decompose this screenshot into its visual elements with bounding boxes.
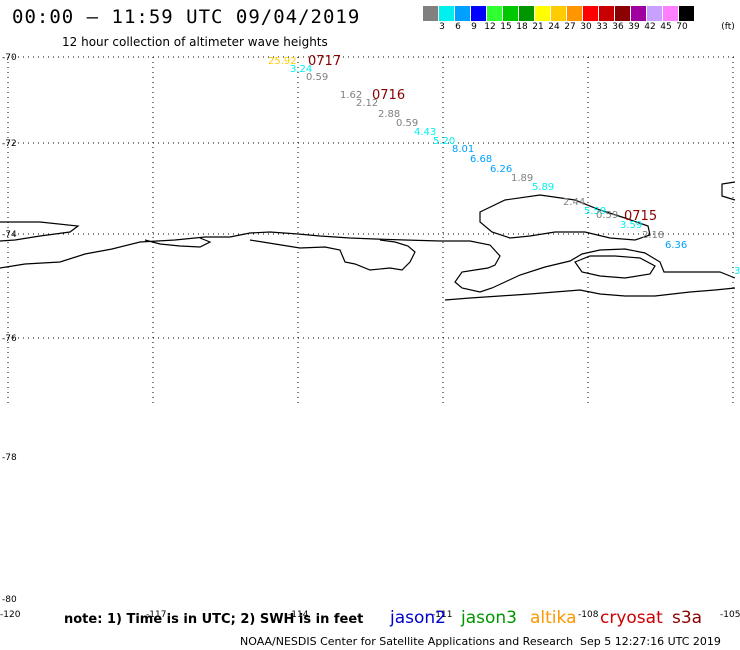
island-south [444,287,736,301]
wave-height-value: 6.68 [470,154,492,165]
wave-height-value: 5.59 [584,206,606,217]
legend-swatch [503,6,519,21]
legend-label: 21 [532,22,544,32]
latitude-label: -78 [2,453,17,463]
legend-swatch [567,6,583,21]
legend-label: 39 [628,22,640,32]
wave-height-value: 0.59 [596,210,618,221]
legend-label: 27 [564,22,576,32]
longitude-label: -108 [578,610,599,620]
legend-unit: (ft) [721,22,735,32]
footnote: note: 1) Time is in UTC; 2) SWH is in fe… [64,612,364,627]
longitude-label: -114 [288,610,309,620]
longitude-label: -111 [432,610,452,620]
color-legend [423,6,695,21]
legend-swatch [471,6,487,21]
legend-swatch [551,6,567,21]
wave-height-value: 0.59 [306,72,328,83]
wave-height-value: 6.36 [665,240,687,251]
legend-label: 18 [516,22,528,32]
satellite-name: jason3 [461,608,517,628]
legend-swatch [535,6,551,21]
legend-label: 70 [676,22,688,32]
legend-label: 30 [580,22,592,32]
wave-height-value: 3 [734,266,740,277]
legend-label: 42 [644,22,656,32]
coastline-west [0,221,80,242]
legend-label: 3 [439,22,445,32]
coastline-north-east [721,181,736,201]
wave-height-value: 4.43 [414,127,436,138]
satellite-name: cryosat [600,608,663,628]
legend-swatch [455,6,471,21]
legend-label: 15 [500,22,512,32]
inlet-west [144,237,212,248]
wave-height-value: 25.92 [268,56,297,67]
longitude-label: -117 [146,610,166,620]
coastline [0,181,736,301]
legend-swatch [647,6,663,21]
legend-label: 12 [484,22,496,32]
credit-line: NOAA/NESDIS Center for Satellite Applica… [240,635,574,648]
map-title: 00:00 – 11:59 UTC 09/04/2019 [12,6,361,28]
wave-height-value: 3.24 [290,64,312,75]
pass-time-label: 0715 [624,209,657,224]
color-legend-labels: 3 6 9 12 15 18 21 24 27 30 33 36 39 42 45 70 (ft) [423,22,740,36]
wave-height-value: 1.89 [511,173,533,184]
island-south-east [574,255,656,279]
latitude-labels: -70 -72 -74 -76 -78 -80 [2,53,17,605]
longitude-label: -120 [0,610,21,620]
latitude-label: -80 [2,595,17,605]
wave-height-value: 6.26 [490,164,512,175]
graticule [7,56,735,405]
map-subtitle: 12 hour collection of altimeter wave hei… [62,35,328,49]
legend-label: 36 [612,22,624,32]
wave-height-value: 2.44 [563,197,585,208]
generated-timestamp: Sep 5 12:27:16 UTC 2019 [580,635,721,648]
wave-height-value: 2.12 [356,98,378,109]
wave-height-labels: 25.923.240.591.622.122.880.594.435.208.0… [268,56,740,277]
legend-swatch [423,6,439,21]
legend-label: 45 [660,22,672,32]
satellite-name: altika [530,608,577,628]
latitude-label: -74 [2,230,17,240]
legend-swatch [679,6,695,21]
legend-swatch [583,6,599,21]
pass-time-label: 0717 [308,54,341,69]
legend-swatch [599,6,615,21]
legend-label: 6 [455,22,461,32]
wave-height-value: 5.20 [433,136,455,147]
wave-height-value: 2.18 [642,230,664,241]
satellite-name: s3a [672,608,703,628]
wave-height-value: 3.59 [620,220,642,231]
longitude-label: -105 [720,610,740,620]
longitude-labels: -120 -117 -114 -111 -108 -105 [0,610,740,620]
latitude-label: -76 [2,334,17,344]
pass-time-label: 0716 [372,88,405,103]
latitude-label: -72 [2,139,17,149]
legend-swatch [615,6,631,21]
wave-height-value: 8.01 [452,144,474,155]
pass-time-labels: 0717 0716 0715 [308,54,657,224]
legend-swatch [631,6,647,21]
wave-height-value: 5.89 [532,182,554,193]
coastline-main [0,231,736,293]
wave-height-value: 1.62 [340,90,362,101]
legend-swatch [519,6,535,21]
satellite-name: jason2 [390,608,446,628]
legend-swatch [487,6,503,21]
wave-height-value: 2.88 [378,109,400,120]
legend-label: 24 [548,22,560,32]
legend-swatch [439,6,455,21]
island-ice-shelf [479,194,651,241]
wave-height-value: 0.59 [396,118,418,129]
coastline-south-west [249,239,416,271]
legend-label: 33 [596,22,608,32]
latitude-label: -70 [2,53,17,63]
legend-swatch [663,6,679,21]
legend-label: 9 [471,22,477,32]
